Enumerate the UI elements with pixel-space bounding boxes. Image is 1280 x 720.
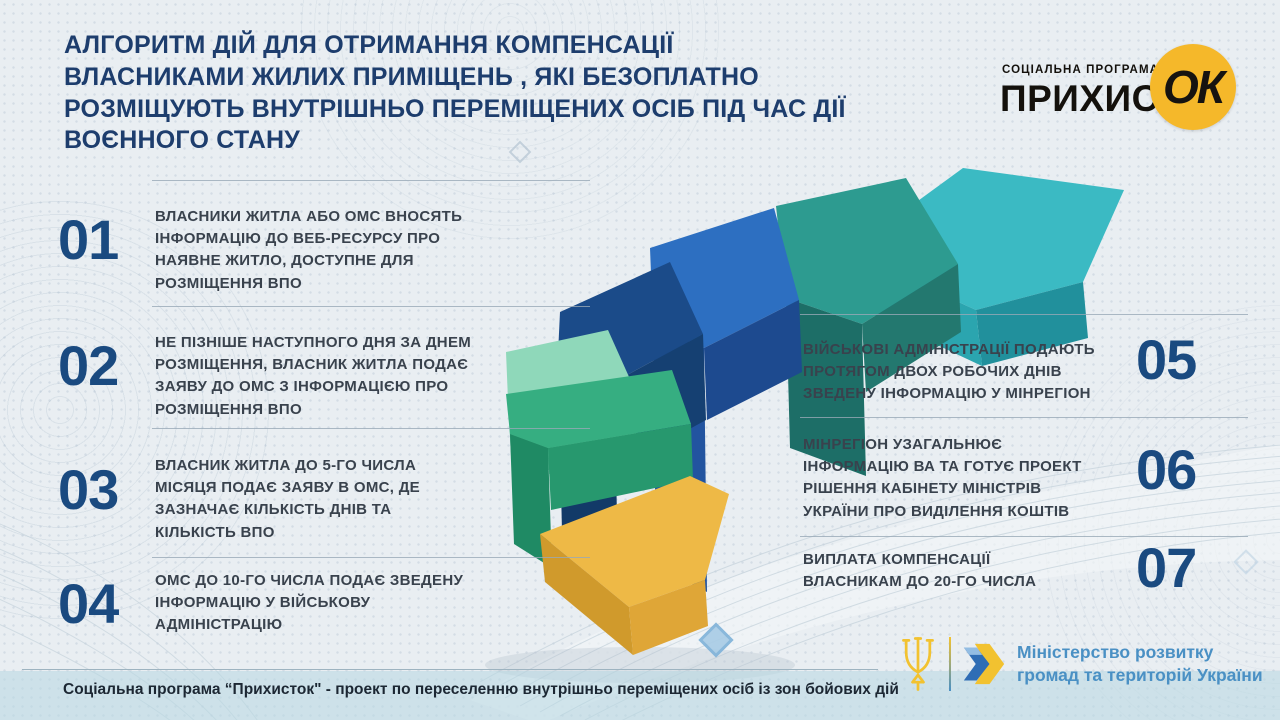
staircase-step-7-top-face xyxy=(848,168,1124,310)
step-number-05: 05 xyxy=(1136,328,1197,391)
staircase-step-1-front-face xyxy=(540,534,633,655)
step-text-05: ВІЙСЬКОВІ АДМІНІСТРАЦІЇ ПОДАЮТЬ ПРОТЯГОМ… xyxy=(803,341,1095,403)
staircase-step-1-side-face xyxy=(629,580,708,655)
staircase-step-1-top-face xyxy=(540,476,729,607)
staircase-step-4-side-face xyxy=(614,334,706,468)
step-number-06: 06 xyxy=(1136,438,1197,501)
step-text-07: ВИПЛАТА КОМПЕНСАЦІЇ ВЛАСНИКАМ ДО 20-ГО Ч… xyxy=(803,551,1037,591)
separator-line xyxy=(152,557,590,558)
step-number-01: 01 xyxy=(58,208,119,271)
program-logo-tagline: СОЦІАЛЬНА ПРОГРАМА xyxy=(1002,64,1160,76)
separator-line xyxy=(800,417,1248,418)
staircase-step-3-top-face xyxy=(506,330,634,414)
step-number-07: 07 xyxy=(1136,536,1197,599)
ministry-logo: Міністерство розвитку громад та територі… xyxy=(898,634,1263,694)
program-logo-badge-text: ОК xyxy=(1162,61,1225,113)
step-number-04: 04 xyxy=(58,572,119,635)
step-text-02: НЕ ПІЗНІШЕ НАСТУПНОГО ДНЯ ЗА ДНЕМ РОЗМІЩ… xyxy=(155,334,472,418)
staircase-step-3-side-face xyxy=(546,388,637,474)
page-title: АЛГОРИТМ ДІЙ ДЛЯ ОТРИМАННЯ КОМПЕНСАЦІЇ В… xyxy=(64,31,846,155)
step-number-02: 02 xyxy=(58,334,119,397)
staircase-step-5-front-face xyxy=(653,324,707,592)
ministry-name: Міністерство розвитку громад та територі… xyxy=(1017,641,1263,685)
trident-icon xyxy=(902,637,934,691)
step-text-06: МІНРЕГІОН УЗАГАЛЬНЮЄ ІНФОРМАЦІЮ ВА ТА ГО… xyxy=(803,436,1082,520)
staircase-step-4-top-face xyxy=(558,262,703,382)
staircase-step-4-front-face xyxy=(558,354,618,560)
staircase-step-2-side-face xyxy=(548,424,693,510)
diamond-icon xyxy=(698,622,734,658)
step-text-03: ВЛАСНИК ЖИТЛА ДО 5-ГО ЧИСЛА МІСЯЦЯ ПОДАЄ… xyxy=(155,457,420,541)
staircase-step-6-top-face xyxy=(776,178,958,324)
separator-line xyxy=(800,314,1248,315)
chevron-icon xyxy=(963,643,1005,685)
program-logo-ok-badge: ОК xyxy=(1150,44,1236,130)
staircase-step-2-top-face xyxy=(506,370,691,448)
separator-line xyxy=(152,180,590,181)
separator-line xyxy=(152,428,590,429)
program-logo: СОЦІАЛЬНА ПРОГРАМА ПРИХИСТ ОК xyxy=(998,44,1258,150)
staircase-step-5-side-face xyxy=(704,300,802,420)
footer-separator-line xyxy=(22,669,878,670)
staircase-step-5-top-face xyxy=(650,208,799,348)
step-number-03: 03 xyxy=(58,458,119,521)
step-text-01: ВЛАСНИКИ ЖИТЛА АБО ОМС ВНОСЯТЬ ІНФОРМАЦІ… xyxy=(155,208,463,292)
step-text-04: ОМС ДО 10-ГО ЧИСЛА ПОДАЄ ЗВЕДЕНУ ІНФОРМА… xyxy=(155,572,464,634)
logo-divider xyxy=(949,637,951,691)
separator-line xyxy=(152,306,590,307)
footer-text: Соціальна програма “Прихисток" - проект … xyxy=(63,681,899,698)
